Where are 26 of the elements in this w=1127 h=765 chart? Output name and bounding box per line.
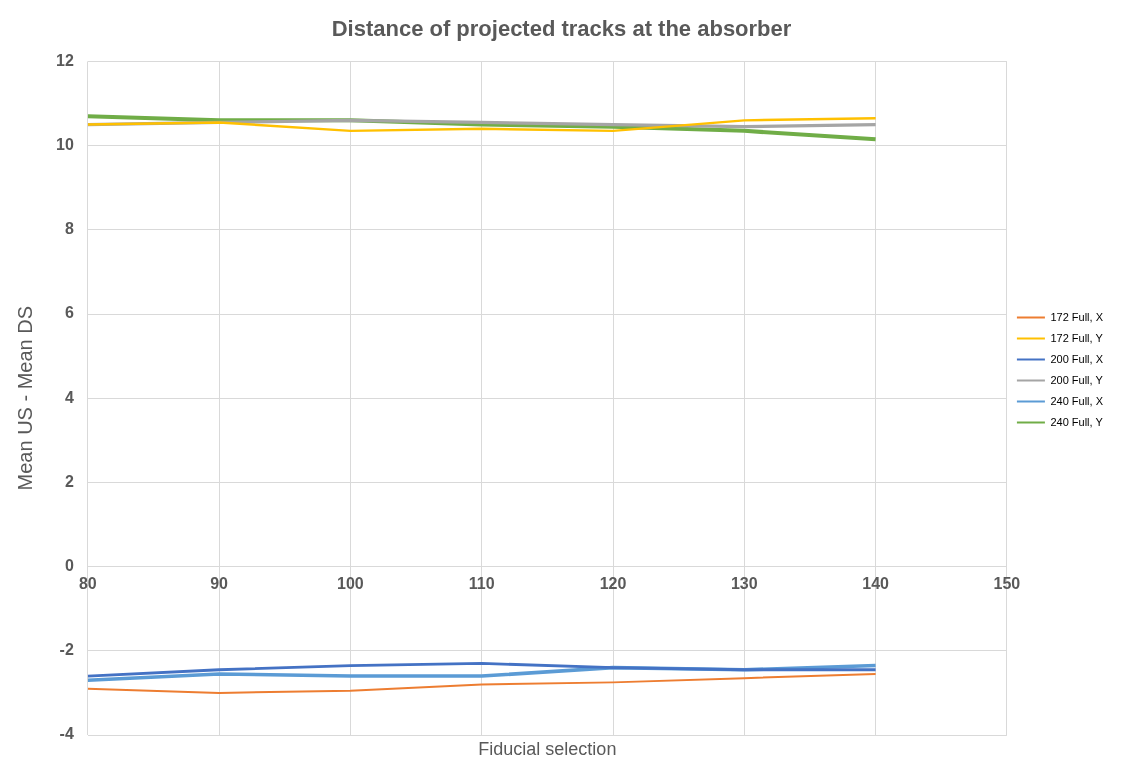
legend-label: 200 Full, Y — [1050, 373, 1104, 386]
y-tick-label: 6 — [64, 304, 74, 322]
y-tick-label: -4 — [59, 725, 74, 743]
legend-label: 200 Full, X — [1050, 352, 1104, 365]
y-axis-title: Mean US - Mean DS — [13, 305, 36, 491]
x-tick-label: 90 — [210, 574, 229, 592]
x-tick-label: 110 — [468, 574, 495, 592]
legend-label: 240 Full, Y — [1050, 415, 1104, 428]
x-tick-label: 120 — [599, 574, 627, 592]
y-tick-label: 10 — [56, 136, 74, 154]
x-tick-label: 150 — [993, 574, 1021, 592]
y-tick-label: 0 — [64, 557, 74, 575]
x-tick-label: 80 — [78, 574, 97, 592]
legend-label: 172 Full, Y — [1050, 331, 1104, 344]
x-tick-label: 100 — [337, 574, 364, 592]
y-tick-label: -2 — [59, 641, 74, 659]
chart-title: Distance of projected tracks at the absorber — [331, 16, 792, 42]
x-tick-label: 130 — [730, 574, 758, 592]
y-tick-label: 12 — [56, 51, 74, 69]
y-tick-label: 4 — [64, 388, 74, 406]
legend-label: 172 Full, X — [1050, 310, 1104, 323]
y-tick-label: 8 — [64, 220, 74, 238]
y-tick-label: 2 — [64, 472, 74, 490]
x-axis-title: Fiducial selection — [478, 738, 617, 759]
x-tick-label: 140 — [862, 574, 890, 592]
legend-label: 240 Full, X — [1050, 394, 1104, 407]
